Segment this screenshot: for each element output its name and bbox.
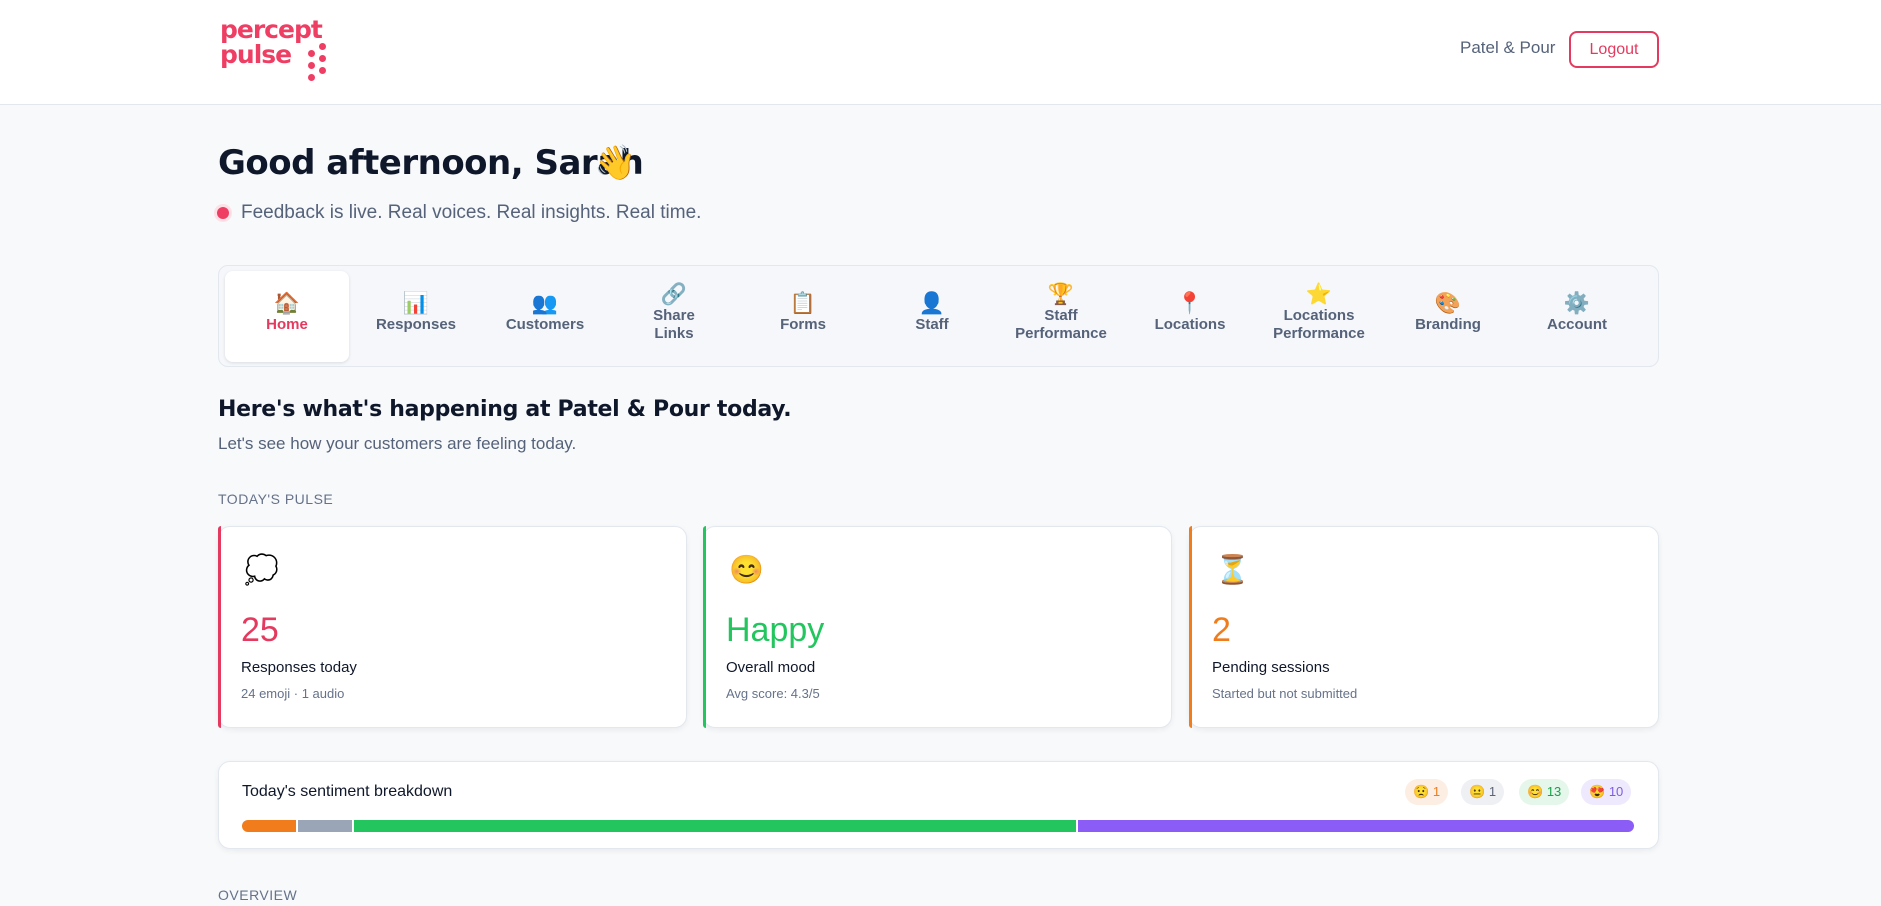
hourglass-icon: ⏳ <box>1215 554 1250 585</box>
nav-home[interactable]: 🏠 Home <box>225 271 349 362</box>
house-icon: 🏠 <box>273 292 301 315</box>
sentiment-segment-sad <box>242 820 296 832</box>
nav-label: Forms <box>780 316 826 333</box>
neutral-face-icon: 😐 <box>1469 784 1486 799</box>
trophy-icon: 🏆 <box>1047 283 1075 306</box>
card-accent <box>1189 526 1192 728</box>
nav-customers[interactable]: 👥 Customers <box>483 271 607 362</box>
stat-card-pending: ⏳ 2 Pending sessions Started but not sub… <box>1189 526 1659 728</box>
logo-line-1: percept <box>220 15 323 44</box>
palette-icon: 🎨 <box>1434 292 1462 315</box>
card-value: 25 <box>241 611 279 649</box>
chip-count: 10 <box>1608 784 1624 799</box>
live-status-text: Feedback is live. Real voices. Real insi… <box>241 202 702 223</box>
nav-responses[interactable]: 📊 Responses <box>354 271 478 362</box>
nav-label: Staff <box>915 316 949 333</box>
nav-label: Branding <box>1415 316 1481 333</box>
logout-button[interactable]: Logout <box>1569 31 1659 68</box>
speech-bubble-icon: 💭 <box>244 554 279 585</box>
percept-pulse-logo[interactable]: percept pulse <box>220 17 340 83</box>
sentiment-chip-sad: 😟 1 <box>1405 779 1449 805</box>
greeting-title: Good afternoon, Sarah <box>218 143 644 183</box>
smiling-face-icon: 😊 <box>1527 784 1544 799</box>
sentiment-segment-happy <box>353 820 1077 832</box>
business-name: Patel & Pour <box>1460 38 1556 57</box>
sentiment-segment-neutral <box>297 820 352 832</box>
card-accent <box>218 526 221 728</box>
live-indicator-dot <box>217 207 229 219</box>
sentiment-breakdown-card: Today's sentiment breakdown 😟 1 😐 1 😊 13… <box>218 761 1659 849</box>
sentiment-chip-love: 😍 10 <box>1581 779 1632 805</box>
sentiment-title: Today's sentiment breakdown <box>242 783 453 800</box>
sentiment-segment-love <box>1078 820 1634 832</box>
waving-hand-icon: 👋 <box>594 144 637 182</box>
nav-branding[interactable]: 🎨 Branding <box>1386 271 1510 362</box>
nav-label: Responses <box>375 316 457 333</box>
person-icon: 👤 <box>918 292 946 315</box>
card-label: Overall mood <box>726 659 816 676</box>
stat-card-responses: 💭 25 Responses today 24 emoji · 1 audio <box>218 526 687 728</box>
page-heading: Here's what's happening at Patel & Pour … <box>218 397 792 422</box>
nav-label: Locations <box>1154 316 1226 333</box>
logo-line-2: pulse <box>220 40 292 69</box>
nav-share-links[interactable]: 🔗 Share Links <box>612 271 736 362</box>
sentiment-chips: 😟 1 😐 1 😊 13 😍 10 <box>1405 779 1635 805</box>
section-label-overview: OVERVIEW <box>218 887 298 903</box>
top-header: percept pulse Patel & Pour Logout <box>0 0 1881 105</box>
nav-locations[interactable]: 📍 Locations <box>1128 271 1252 362</box>
sentiment-chip-happy: 😊 13 <box>1519 779 1570 805</box>
people-icon: 👥 <box>531 292 559 315</box>
nav-label: Locations Performance <box>1273 307 1365 342</box>
nav-account[interactable]: ⚙️ Account <box>1515 271 1639 362</box>
nav-label: Account <box>1547 316 1607 333</box>
nav-label: Home <box>266 316 308 333</box>
nav-staff[interactable]: 👤 Staff <box>870 271 994 362</box>
logo-dots-icon <box>308 43 334 88</box>
chip-count: 13 <box>1546 784 1562 799</box>
link-icon: 🔗 <box>660 283 688 306</box>
bar-chart-icon: 📊 <box>402 292 430 315</box>
map-pin-icon: 📍 <box>1176 292 1204 315</box>
gear-icon: ⚙️ <box>1563 292 1591 315</box>
card-accent <box>703 526 706 728</box>
card-subtext: 24 emoji · 1 audio <box>241 686 345 701</box>
nav-forms[interactable]: 📋 Forms <box>741 271 865 362</box>
card-label: Pending sessions <box>1212 659 1330 676</box>
nav-label: Customers <box>505 316 585 333</box>
page-subheading: Let's see how your customers are feeling… <box>218 434 577 453</box>
sentiment-chip-neutral: 😐 1 <box>1461 779 1505 805</box>
card-subtext: Avg score: 4.3/5 <box>726 686 820 701</box>
clipboard-icon: 📋 <box>789 292 817 315</box>
worried-face-icon: 😟 <box>1413 784 1430 799</box>
sentiment-bar <box>242 820 1636 832</box>
heart-eyes-icon: 😍 <box>1589 784 1606 799</box>
nav-staff-performance[interactable]: 🏆 Staff Performance <box>999 271 1123 362</box>
main-nav: 🏠 Home 📊 Responses 👥 Customers 🔗 Share L… <box>218 265 1659 367</box>
card-value: 2 <box>1212 611 1231 649</box>
card-value: Happy <box>726 611 825 649</box>
nav-label: Staff Performance <box>1015 307 1107 342</box>
chip-count: 1 <box>1432 784 1441 799</box>
nav-label: Share Links <box>653 307 695 342</box>
section-label-pulse: TODAY'S PULSE <box>218 491 334 507</box>
nav-locations-performance[interactable]: ⭐ Locations Performance <box>1257 271 1381 362</box>
card-label: Responses today <box>241 659 357 676</box>
smiling-face-icon: 😊 <box>729 554 764 585</box>
card-subtext: Started but not submitted <box>1212 686 1358 701</box>
star-icon: ⭐ <box>1305 283 1333 306</box>
stat-card-mood: 😊 Happy Overall mood Avg score: 4.3/5 <box>703 526 1172 728</box>
chip-count: 1 <box>1488 784 1497 799</box>
